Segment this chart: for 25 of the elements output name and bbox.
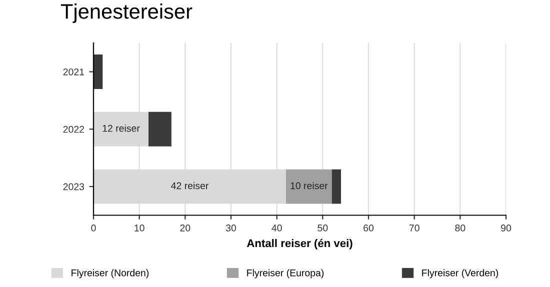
data-label: 10 reiser	[290, 182, 328, 190]
x-tick-label: 90	[501, 224, 512, 232]
y-tick-label: 2022	[63, 126, 84, 133]
bar	[286, 169, 332, 204]
x-tick-label: 20	[180, 224, 190, 232]
x-tick-label: 60	[364, 224, 374, 232]
y-tick-label: 2023	[63, 183, 84, 190]
data-label: 12 reiser	[102, 124, 140, 132]
bar	[148, 112, 172, 146]
x-tick-label: 70	[409, 224, 420, 232]
y-tick-label: 2021	[63, 68, 84, 76]
x-tick-label: 10	[134, 224, 144, 232]
x-tick-label: 50	[318, 224, 328, 232]
x-tick-label: 80	[455, 224, 466, 232]
x-tick-label: 40	[272, 224, 282, 232]
legend-label: Flyreiser (Norden)	[72, 269, 149, 278]
data-label: 42 reiser	[171, 182, 209, 190]
x-tick-label: 0	[91, 224, 96, 232]
legend-label: Flyreiser (Europa)	[247, 269, 324, 278]
x-axis-title: Antall reiser (én vei)	[246, 238, 352, 250]
chart-title: Tjenestereiser	[60, 4, 192, 23]
bar	[332, 169, 341, 204]
legend-label: Flyreiser (Verden)	[422, 269, 498, 278]
bar	[94, 54, 103, 89]
x-tick-label: 30	[226, 224, 236, 232]
